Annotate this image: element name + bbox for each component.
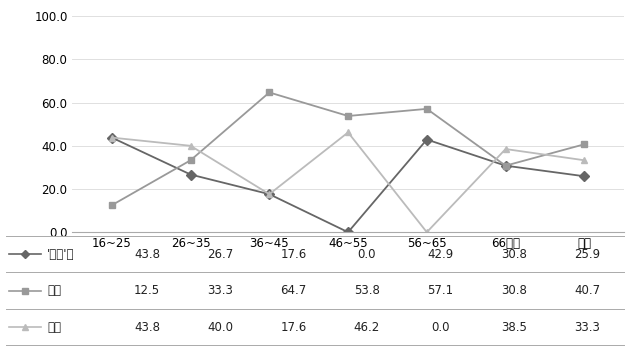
Text: 64.7: 64.7 — [280, 284, 307, 297]
Text: 17.6: 17.6 — [280, 248, 307, 261]
Text: '여보'류: '여보'류 — [47, 248, 75, 261]
Text: 0.0: 0.0 — [358, 248, 376, 261]
Text: 17.6: 17.6 — [280, 321, 307, 334]
Text: 43.8: 43.8 — [134, 321, 160, 334]
Text: 0.0: 0.0 — [431, 321, 450, 334]
Text: 46.2: 46.2 — [354, 321, 380, 334]
Text: 30.8: 30.8 — [501, 284, 527, 297]
Text: 38.5: 38.5 — [501, 321, 527, 334]
Text: 57.1: 57.1 — [427, 284, 454, 297]
Text: 12.5: 12.5 — [134, 284, 160, 297]
Text: 26.7: 26.7 — [207, 248, 233, 261]
Text: 33.3: 33.3 — [574, 321, 600, 334]
Text: 25.9: 25.9 — [574, 248, 600, 261]
Text: 40.0: 40.0 — [207, 321, 233, 334]
Text: 기타: 기타 — [47, 284, 61, 297]
Text: 40.7: 40.7 — [574, 284, 600, 297]
Text: 30.8: 30.8 — [501, 248, 527, 261]
Text: 53.8: 53.8 — [354, 284, 380, 297]
Text: 42.9: 42.9 — [427, 248, 454, 261]
Text: 43.8: 43.8 — [134, 248, 160, 261]
Text: 33.3: 33.3 — [207, 284, 233, 297]
Text: 병용: 병용 — [47, 321, 61, 334]
